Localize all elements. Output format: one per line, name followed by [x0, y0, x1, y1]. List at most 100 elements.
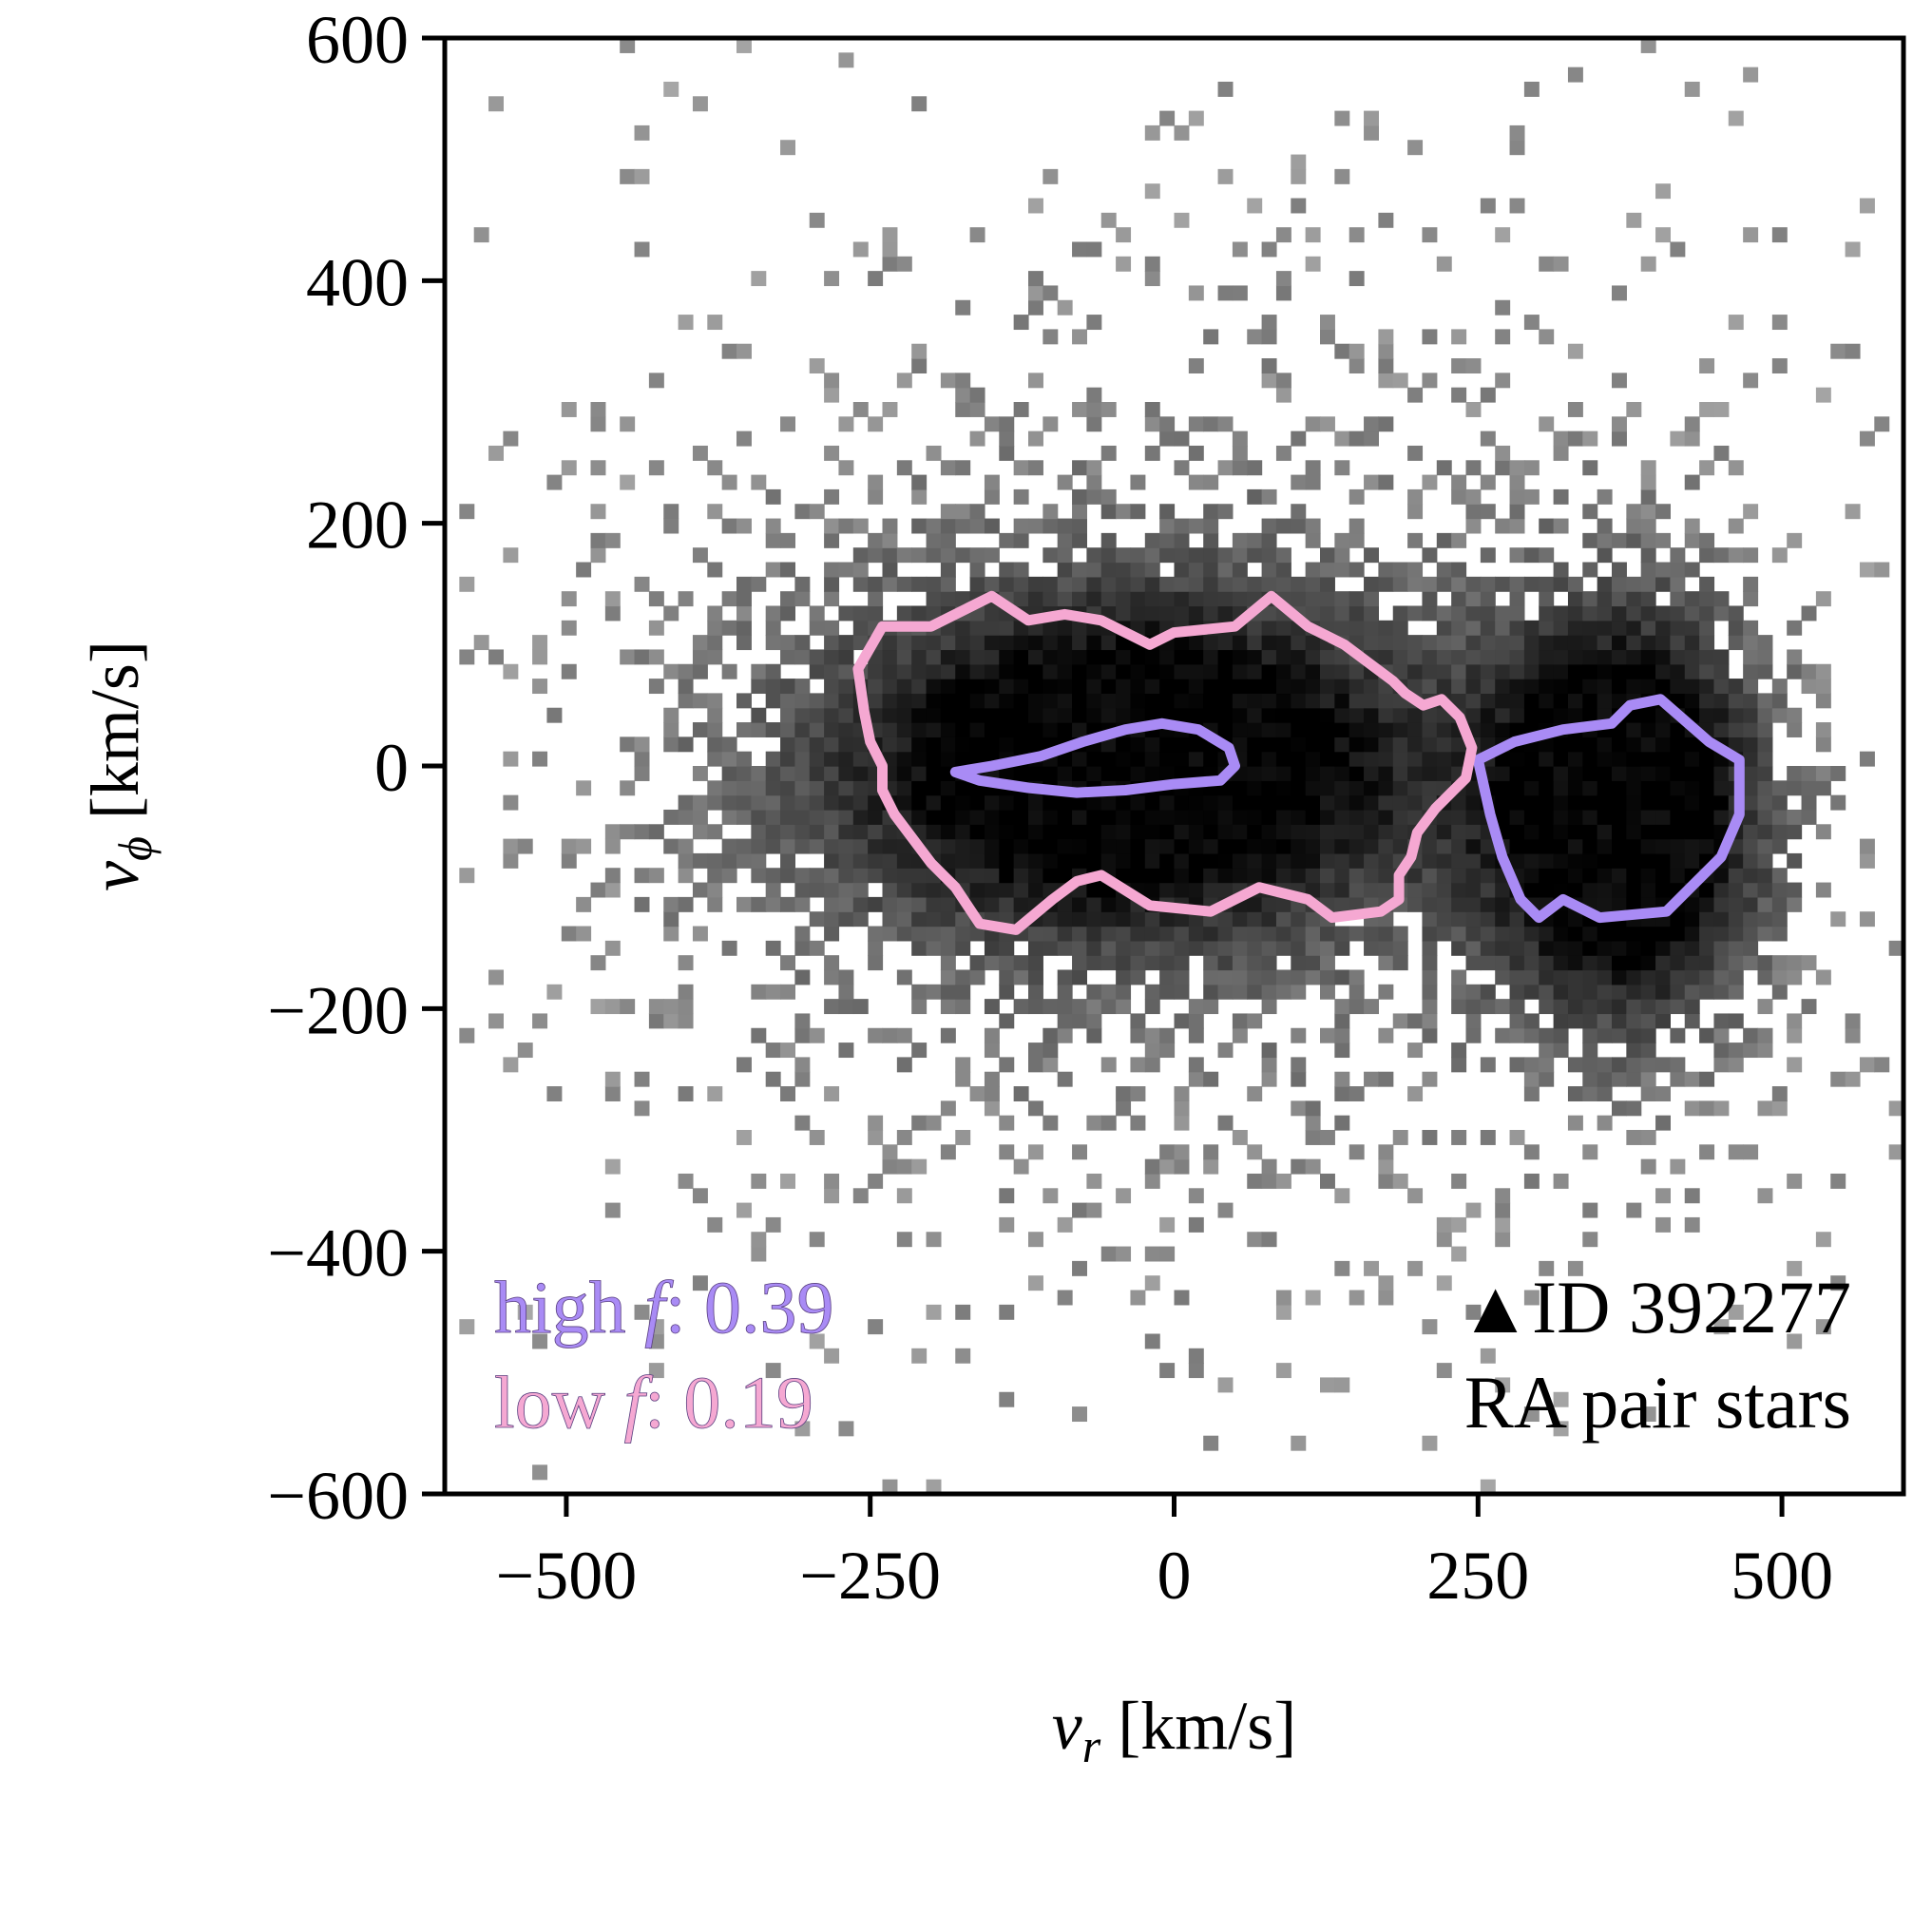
heatmap-cell	[1334, 736, 1350, 753]
heatmap-cell	[1086, 882, 1102, 898]
heatmap-cell	[926, 882, 942, 898]
heatmap-cell	[1757, 766, 1773, 781]
heatmap-cell	[1028, 299, 1043, 316]
heatmap-cell	[648, 1363, 664, 1379]
heatmap-cell	[1086, 955, 1102, 971]
heatmap-cell	[1364, 430, 1379, 447]
heatmap-cell	[1465, 358, 1482, 373]
heatmap-cell	[1422, 896, 1438, 912]
heatmap-cell	[1684, 474, 1700, 490]
heatmap-cell	[1553, 679, 1569, 695]
heatmap-cell	[1480, 984, 1496, 1000]
heatmap-cell	[955, 868, 971, 884]
heatmap-cell	[999, 635, 1015, 651]
heatmap-cell	[1275, 766, 1291, 781]
heatmap-cell	[780, 591, 795, 607]
heatmap-cell	[1771, 882, 1788, 898]
heatmap-cell	[1174, 518, 1190, 534]
heatmap-cell	[1553, 940, 1569, 956]
heatmap-cell	[692, 663, 708, 679]
heatmap-cell	[955, 809, 971, 825]
heatmap-cell	[1815, 1319, 1831, 1335]
heatmap-cell	[1523, 81, 1540, 97]
heatmap-cell	[1013, 824, 1029, 840]
heatmap-cell	[1728, 1304, 1744, 1320]
heatmap-cell	[1291, 649, 1307, 665]
heatmap-cell	[1787, 722, 1803, 737]
heatmap-cell	[1728, 1013, 1744, 1029]
heatmap-cell	[882, 679, 898, 695]
heatmap-cell	[1320, 868, 1335, 884]
heatmap-cell	[634, 1304, 650, 1320]
heatmap-cell	[984, 838, 1000, 854]
heatmap-cell	[1567, 736, 1583, 753]
y-tick-label: 200	[306, 488, 409, 564]
heatmap-cell	[1422, 707, 1438, 723]
heatmap-cell	[751, 474, 767, 490]
heatmap-cell	[1100, 663, 1117, 679]
heatmap-cell	[1553, 1421, 1569, 1437]
heatmap-cell	[1684, 780, 1700, 796]
heatmap-cell	[1523, 955, 1540, 971]
heatmap-cell	[1465, 605, 1482, 622]
heatmap-cell	[809, 620, 825, 636]
heatmap-cell	[852, 809, 869, 825]
heatmap-cell	[1670, 999, 1686, 1015]
heatmap-cell	[1232, 926, 1248, 942]
heatmap-cell	[955, 504, 971, 520]
annotation-text: RA pair stars	[1464, 1361, 1851, 1444]
heatmap-cell	[707, 722, 723, 737]
heatmap-cell	[794, 1013, 811, 1029]
heatmap-cell	[1582, 1071, 1598, 1087]
heatmap-cell	[794, 838, 811, 854]
heatmap-cell	[1539, 852, 1555, 869]
heatmap-cell	[1728, 518, 1744, 534]
heatmap-cell	[882, 402, 898, 417]
heatmap-cell	[1378, 1275, 1394, 1291]
heatmap-cell	[1888, 1100, 1904, 1117]
heatmap-cell	[1597, 794, 1613, 811]
heatmap-cell	[1684, 852, 1700, 869]
heatmap-cell	[999, 707, 1015, 723]
heatmap-cell	[1815, 591, 1831, 607]
heatmap-cell	[1743, 591, 1759, 607]
heatmap-cell	[1451, 358, 1467, 373]
heatmap-cell	[1261, 766, 1277, 781]
heatmap-cell	[1801, 794, 1817, 811]
heatmap-cell	[1640, 518, 1656, 534]
heatmap-cell	[721, 868, 737, 884]
heatmap-cell	[1597, 576, 1613, 592]
heatmap-cell	[1684, 1071, 1700, 1087]
heatmap-cell	[1612, 766, 1627, 781]
heatmap-cell	[1422, 547, 1438, 564]
heatmap-cell	[1597, 518, 1613, 534]
heatmap-cell	[1815, 387, 1831, 403]
heatmap-cell	[1597, 896, 1613, 912]
heatmap-cell	[1043, 663, 1059, 679]
heatmap-cell	[1378, 852, 1394, 869]
heatmap-cell	[1086, 679, 1102, 695]
heatmap-cell	[1028, 1144, 1043, 1160]
heatmap-cell	[824, 1188, 840, 1204]
heatmap-cell	[765, 562, 781, 578]
heatmap-cell	[1100, 707, 1117, 723]
heatmap-cell	[1567, 1086, 1583, 1101]
heatmap-cell	[896, 969, 912, 985]
heatmap-cell	[1713, 591, 1730, 607]
heatmap-cell	[1567, 430, 1583, 447]
heatmap-cell	[1291, 911, 1307, 928]
heatmap-cell	[663, 926, 679, 942]
heatmap-cell	[1743, 693, 1759, 709]
heatmap-cell	[1247, 911, 1263, 928]
heatmap-cell	[1582, 1202, 1598, 1218]
heatmap-cell	[1567, 999, 1583, 1015]
heatmap-cell	[1247, 736, 1263, 753]
heatmap-cell	[896, 1158, 912, 1175]
heatmap-cell	[1597, 852, 1613, 869]
heatmap-cell	[1480, 955, 1496, 971]
heatmap-cell	[1291, 518, 1307, 534]
heatmap-cell	[503, 751, 519, 767]
heatmap-cell	[1801, 663, 1817, 679]
heatmap-cell	[634, 736, 650, 753]
heatmap-cell	[1728, 1043, 1744, 1059]
